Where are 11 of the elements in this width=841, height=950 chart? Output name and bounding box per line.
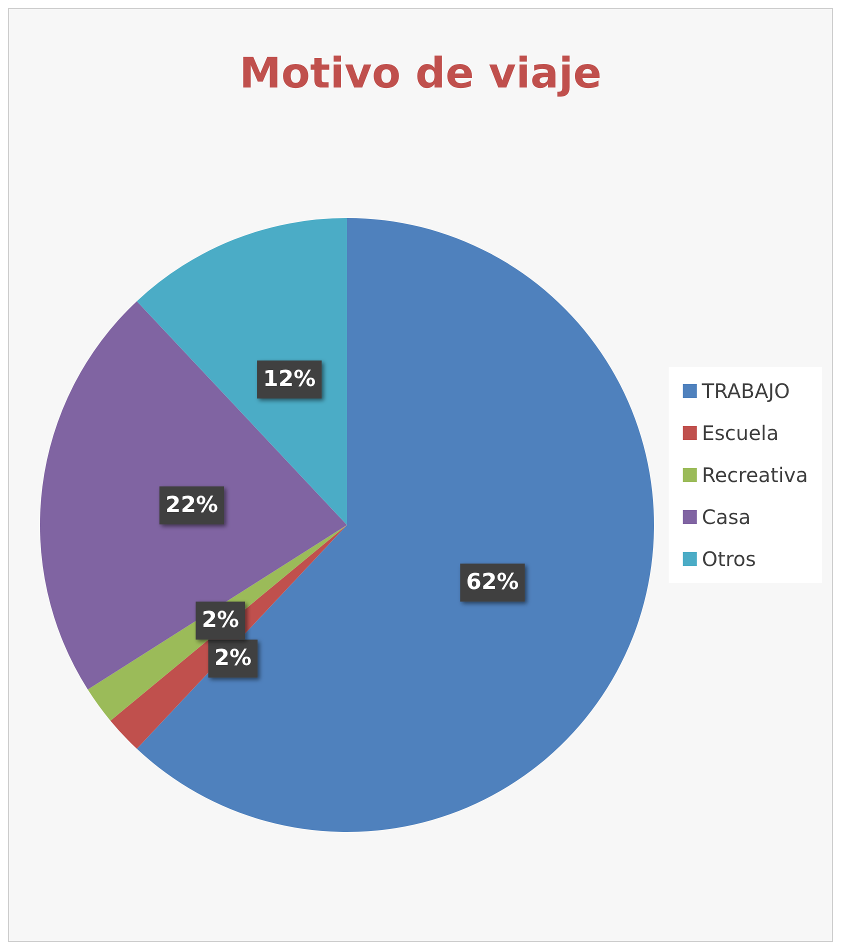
legend-label: TRABAJO [700,379,790,403]
legend-label: Otros [702,547,756,571]
data-label: 2% [214,646,252,672]
data-label: 12% [263,366,316,392]
data-label: 2% [202,608,240,634]
data-label: 22% [165,492,218,518]
legend-label: Escuela [702,421,779,445]
data-label: 62% [466,570,519,596]
chart-title: Motivo de viaje [239,48,602,98]
legend-label: Casa [702,505,751,529]
legend-label: Recreativa [702,463,808,487]
